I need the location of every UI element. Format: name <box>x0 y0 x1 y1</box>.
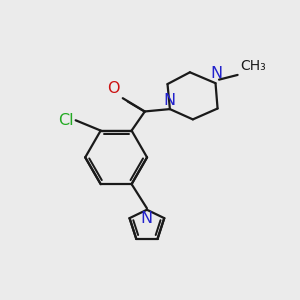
Text: O: O <box>107 81 120 96</box>
Text: N: N <box>210 66 222 81</box>
Text: CH₃: CH₃ <box>240 59 266 73</box>
Text: N: N <box>164 93 176 108</box>
Text: Cl: Cl <box>58 113 73 128</box>
Text: N: N <box>141 211 153 226</box>
